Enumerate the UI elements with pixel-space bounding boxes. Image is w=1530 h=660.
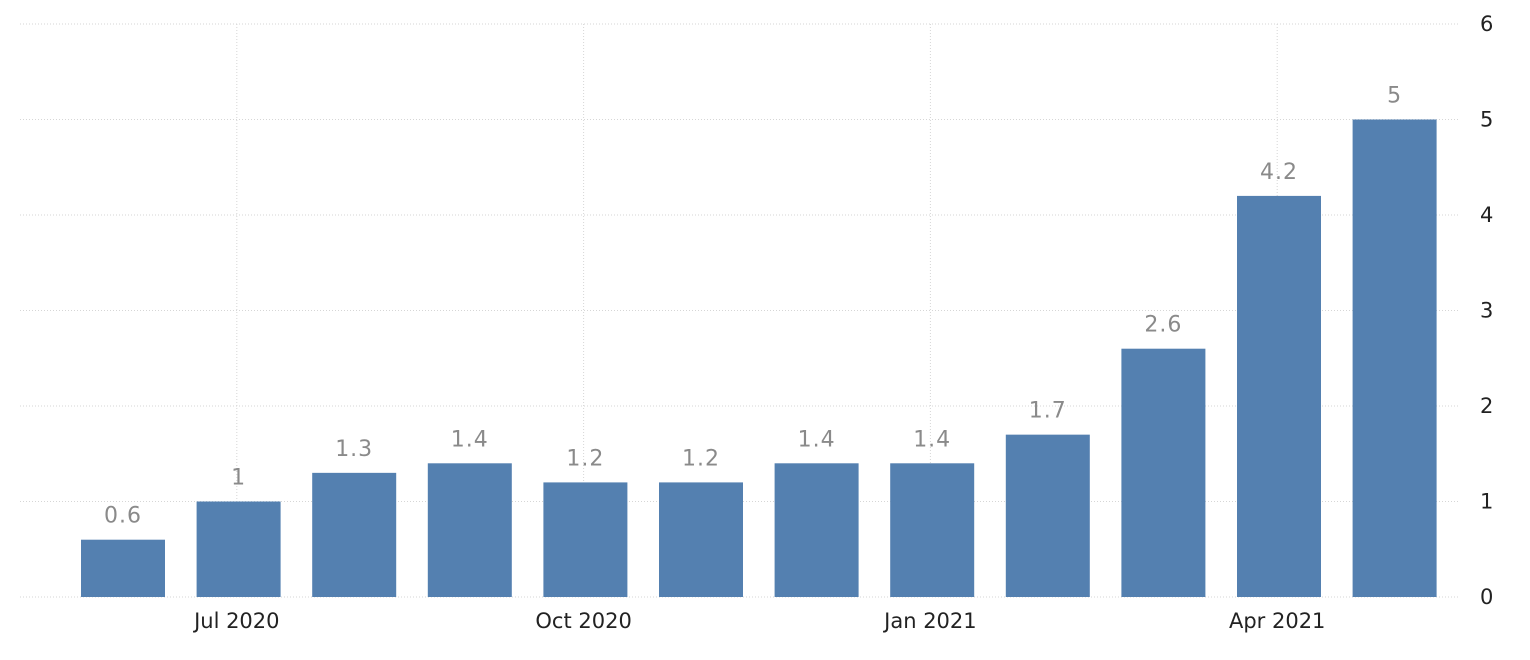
bar	[196, 501, 281, 597]
bar-value-label: 1.2	[566, 446, 604, 471]
bar	[659, 482, 743, 597]
bar	[1237, 195, 1321, 597]
bar-value-label: 1.7	[1029, 399, 1067, 424]
y-tick-label: 0	[1480, 585, 1493, 609]
bar	[1005, 434, 1090, 597]
y-tick-label: 5	[1480, 108, 1493, 132]
bar-value-label: 1.3	[335, 437, 373, 462]
bar-value-label: 1.4	[913, 427, 951, 452]
bar	[1121, 348, 1206, 597]
x-tick-label: Jan 2021	[882, 609, 977, 633]
bar	[81, 539, 165, 597]
bar-value-label: 0.6	[104, 504, 142, 529]
y-tick-label: 6	[1480, 12, 1493, 36]
x-tick-label: Jul 2020	[192, 609, 279, 633]
bar	[312, 472, 397, 597]
bar-value-label: 5	[1387, 84, 1402, 109]
bar-value-label: 1.2	[682, 446, 720, 471]
data-labels: 0.6 1 1.3 1.4 1.2 1.2 1.4 1.4 1.7 2.6 4.2 5	[104, 84, 1402, 529]
y-tick-label: 4	[1480, 203, 1493, 227]
bar	[543, 482, 628, 597]
y-tick-label: 2	[1480, 394, 1493, 418]
y-axis: 0 1 2 3 4 5 6	[1480, 12, 1493, 609]
y-tick-label: 1	[1480, 490, 1493, 514]
bar-value-label: 4.2	[1260, 160, 1298, 185]
bar	[774, 463, 859, 597]
bar	[427, 463, 512, 597]
bar	[1352, 119, 1437, 597]
bar	[890, 463, 975, 597]
bar-value-label: 1.4	[451, 427, 489, 452]
bars	[81, 119, 1437, 597]
x-axis: Jul 2020 Oct 2020 Jan 2021 Apr 2021	[192, 609, 1325, 633]
y-tick-label: 3	[1480, 299, 1493, 323]
bar-value-label: 1.4	[798, 427, 836, 452]
bar-value-label: 1	[231, 466, 246, 491]
x-tick-label: Apr 2021	[1229, 609, 1325, 633]
x-tick-label: Oct 2020	[535, 609, 631, 633]
bar-value-label: 2.6	[1144, 313, 1182, 338]
